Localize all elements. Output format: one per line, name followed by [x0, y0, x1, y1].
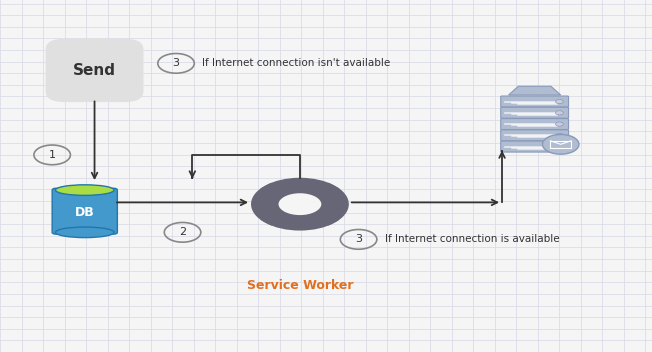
Text: 2: 2 [179, 227, 186, 237]
Text: If Internet connection isn't available: If Internet connection isn't available [202, 58, 391, 68]
Circle shape [542, 134, 579, 154]
Text: Service Worker: Service Worker [246, 279, 353, 291]
Text: 3: 3 [173, 58, 179, 68]
Polygon shape [292, 178, 308, 186]
Polygon shape [260, 183, 282, 194]
FancyBboxPatch shape [501, 141, 569, 152]
FancyBboxPatch shape [501, 107, 569, 118]
Polygon shape [318, 214, 340, 226]
Polygon shape [260, 214, 282, 226]
Polygon shape [252, 200, 266, 208]
FancyBboxPatch shape [46, 39, 143, 102]
Ellipse shape [55, 185, 114, 195]
FancyBboxPatch shape [501, 130, 569, 141]
Text: Send: Send [73, 63, 116, 78]
Circle shape [277, 192, 323, 216]
Text: 3: 3 [355, 234, 362, 244]
Circle shape [251, 178, 349, 231]
Text: If Internet connection is available: If Internet connection is available [385, 234, 559, 244]
Polygon shape [334, 200, 348, 208]
FancyBboxPatch shape [501, 96, 569, 107]
Circle shape [556, 133, 563, 138]
Polygon shape [509, 86, 561, 95]
Circle shape [556, 111, 563, 115]
Circle shape [556, 122, 563, 126]
Polygon shape [292, 222, 308, 230]
Text: 1: 1 [49, 150, 55, 160]
FancyBboxPatch shape [501, 119, 569, 130]
Polygon shape [318, 183, 340, 194]
Ellipse shape [55, 227, 114, 238]
Circle shape [556, 145, 563, 149]
Text: DB: DB [75, 207, 95, 219]
FancyBboxPatch shape [52, 188, 117, 234]
Circle shape [556, 100, 563, 104]
